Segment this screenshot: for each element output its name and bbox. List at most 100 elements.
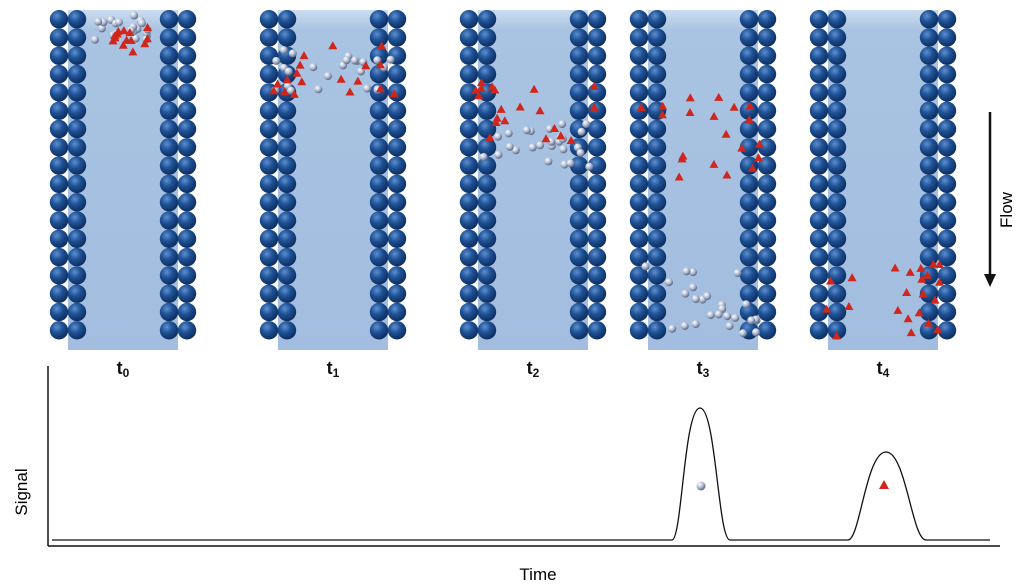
packing-bead bbox=[67, 138, 87, 157]
packing-bead bbox=[569, 46, 589, 65]
packing-bead bbox=[67, 247, 87, 267]
packing-bead bbox=[587, 229, 607, 248]
packing-bead bbox=[259, 321, 279, 340]
analyte-triangle bbox=[353, 76, 363, 85]
analyte-sphere bbox=[324, 72, 332, 81]
analyte-triangle bbox=[844, 302, 854, 310]
packing-bead bbox=[739, 266, 759, 285]
analyte-triangle bbox=[477, 78, 486, 87]
packing-bead bbox=[459, 321, 479, 340]
analyte-triangle bbox=[377, 41, 387, 50]
packing-bead bbox=[587, 83, 607, 102]
packing-bead bbox=[477, 156, 497, 175]
packing-bead bbox=[937, 174, 957, 194]
analyte-triangle bbox=[515, 102, 525, 111]
analyte-sphere bbox=[691, 295, 700, 304]
packing-bead bbox=[827, 247, 847, 267]
packing-bead bbox=[647, 46, 667, 65]
packing-bead bbox=[477, 46, 497, 65]
analyte-triangle bbox=[685, 108, 695, 116]
analyte-sphere bbox=[742, 300, 751, 309]
packing-bead bbox=[387, 28, 407, 47]
channel bbox=[478, 10, 588, 350]
analyte-sphere bbox=[577, 127, 586, 136]
packing-bead bbox=[739, 229, 759, 248]
packing-bead bbox=[369, 284, 389, 303]
packing-bead bbox=[259, 156, 279, 175]
packing-bead bbox=[739, 101, 759, 120]
packing-bead bbox=[459, 156, 479, 175]
packing-bead bbox=[369, 174, 389, 194]
analyte-triangle bbox=[140, 39, 150, 48]
time-label: t1 bbox=[327, 358, 340, 380]
packing-bead bbox=[587, 193, 607, 212]
packing-bead bbox=[67, 119, 87, 139]
packing-bead bbox=[277, 266, 297, 285]
analyte-triangle bbox=[491, 118, 501, 126]
packing-bead bbox=[177, 284, 197, 303]
column: t1 bbox=[259, 10, 407, 380]
packing-bead bbox=[159, 266, 179, 285]
channel bbox=[828, 10, 938, 350]
analyte-triangle bbox=[832, 331, 841, 340]
analyte-triangle bbox=[125, 28, 135, 36]
packing-bead bbox=[369, 138, 389, 157]
packing-bead bbox=[259, 119, 279, 139]
analyte-sphere bbox=[680, 322, 689, 330]
packing-bead bbox=[159, 321, 179, 340]
analyte-triangle bbox=[375, 60, 385, 69]
analyte-sphere bbox=[544, 157, 553, 166]
packing-bead bbox=[629, 28, 649, 47]
analyte-triangle bbox=[108, 36, 118, 45]
time-label-base: t bbox=[527, 358, 533, 378]
packing-bead bbox=[387, 156, 407, 175]
packing-bead bbox=[919, 211, 939, 230]
analyte-sphere bbox=[279, 46, 288, 55]
analyte-triangle bbox=[128, 47, 138, 56]
analyte-triangle bbox=[566, 136, 576, 144]
packing-bead bbox=[259, 28, 279, 47]
packing-bead bbox=[387, 64, 407, 84]
packing-bead bbox=[739, 138, 759, 157]
packing-bead bbox=[629, 46, 649, 65]
packing-bead bbox=[919, 83, 939, 102]
time-label-subscript: 2 bbox=[533, 366, 540, 380]
packing-bead bbox=[259, 10, 279, 29]
analyte-sphere bbox=[357, 67, 365, 76]
analyte-sphere bbox=[130, 11, 139, 20]
packing-bead bbox=[459, 28, 479, 47]
packing-bead bbox=[277, 211, 297, 230]
packing-bead bbox=[809, 46, 829, 65]
time-label-subscript: 3 bbox=[703, 366, 710, 380]
packing-bead bbox=[827, 64, 847, 84]
analyte-sphere bbox=[288, 49, 297, 58]
packing-bead bbox=[277, 28, 297, 47]
packing-bead bbox=[177, 193, 197, 212]
packing-bead bbox=[67, 229, 87, 248]
packing-bead bbox=[937, 101, 957, 120]
analyte-sphere bbox=[731, 313, 740, 322]
packing-bead bbox=[369, 28, 389, 47]
analyte-triangle bbox=[714, 92, 724, 101]
packing-bead bbox=[919, 64, 939, 84]
packing-bead bbox=[49, 46, 69, 65]
analyte-sphere bbox=[689, 268, 697, 277]
analyte-sphere bbox=[558, 120, 567, 129]
channel bbox=[278, 10, 388, 350]
packing-bead bbox=[387, 83, 407, 102]
packing-bead bbox=[739, 247, 759, 267]
time-label-subscript: 4 bbox=[883, 366, 890, 380]
packing-bead bbox=[629, 211, 649, 230]
packing-bead bbox=[937, 229, 957, 248]
packing-bead bbox=[647, 321, 667, 340]
analyte-sphere bbox=[747, 316, 756, 325]
packing-bead bbox=[67, 64, 87, 84]
packing-bead bbox=[387, 101, 407, 120]
packing-bead bbox=[49, 138, 69, 157]
packing-bead bbox=[477, 193, 497, 212]
analyte-triangle bbox=[745, 101, 755, 110]
analyte-triangle bbox=[280, 87, 290, 96]
packing-bead bbox=[159, 193, 179, 212]
packing-bead bbox=[587, 321, 607, 340]
packing-bead bbox=[159, 64, 179, 84]
